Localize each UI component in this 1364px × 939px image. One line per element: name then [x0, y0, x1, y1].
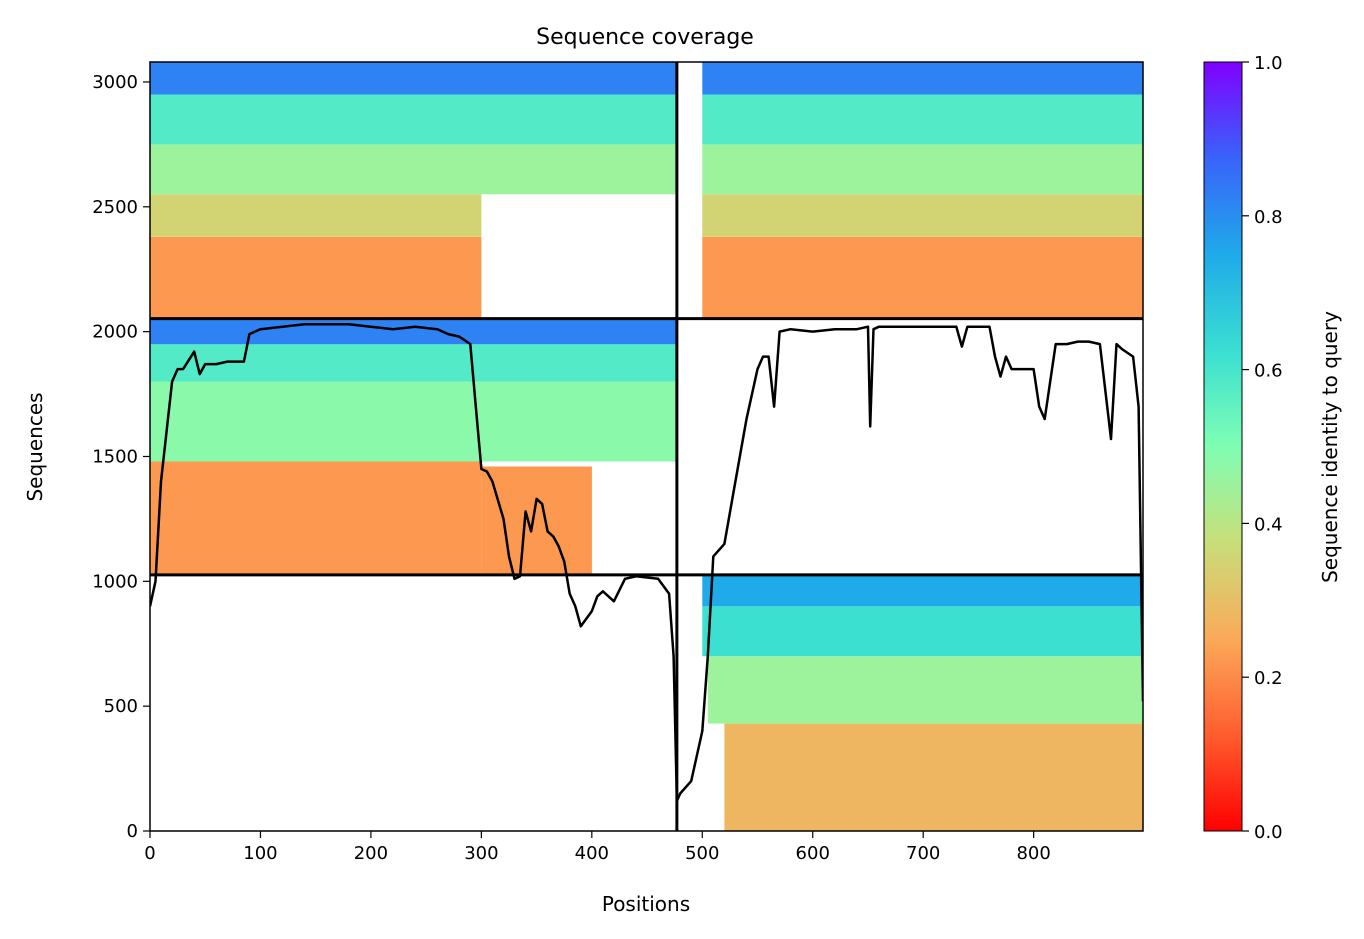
- coverage-line: [150, 322, 1143, 803]
- colorbar-tick-label: 0.2: [1254, 668, 1283, 689]
- coverage-band: [702, 94, 1143, 145]
- y-tick-label: 2000: [92, 322, 138, 343]
- coverage-band: [150, 381, 677, 462]
- block-separators: [150, 62, 1143, 831]
- coverage-band: [150, 236, 482, 319]
- x-tick-label: 300: [464, 843, 498, 864]
- coverage-line-layer: [150, 322, 1143, 803]
- plot-frame: [149, 61, 1144, 832]
- x-tick-label: 600: [796, 843, 830, 864]
- coverage-band: [150, 144, 677, 195]
- x-tick-label: 400: [575, 843, 609, 864]
- coverage-band: [702, 62, 1143, 95]
- coverage-band: [150, 318, 677, 345]
- x-tick-label: 500: [685, 843, 719, 864]
- x-tick-label: 200: [354, 843, 388, 864]
- colorbar: 0.0 0.2 0.4 0.6 0.8 1.0 Sequence identity to …: [1203, 53, 1342, 843]
- coverage-band: [724, 723, 1143, 831]
- colorbar-tick-label: 1.0: [1254, 53, 1283, 74]
- coverage-band: [702, 194, 1143, 237]
- y-tick-label: 500: [104, 696, 138, 717]
- colorbar-tick-label: 0.6: [1254, 361, 1283, 382]
- y-tick-label: 1000: [92, 571, 138, 592]
- coverage-heatmap: [150, 62, 1143, 831]
- coverage-band: [150, 94, 677, 145]
- block-top-right: [702, 62, 1143, 319]
- y-tick-label: 2500: [92, 197, 138, 218]
- plot-area: [149, 61, 1144, 832]
- y-axis: 0 500 1000 1500 2000 2500 3000: [92, 72, 150, 842]
- x-tick-label: 0: [144, 843, 155, 864]
- chart-title: Sequence coverage: [536, 25, 754, 50]
- x-axis: 0 100 200 300 400 500 600 700 800: [144, 831, 1051, 864]
- coverage-band: [702, 606, 1143, 657]
- block-bottom-right: [702, 574, 1143, 831]
- coverage-band: [481, 466, 592, 575]
- x-tick-label: 100: [243, 843, 277, 864]
- coverage-band: [702, 574, 1143, 607]
- y-tick-label: 0: [127, 821, 138, 842]
- coverage-band: [150, 194, 482, 237]
- x-tick-label: 800: [1016, 843, 1050, 864]
- y-tick-label: 1500: [92, 446, 138, 467]
- coverage-band: [702, 144, 1143, 195]
- block-top-left: [150, 62, 677, 319]
- coverage-band: [150, 461, 482, 575]
- coverage-band: [702, 236, 1143, 319]
- colorbar-label: Sequence identity to query: [1318, 311, 1342, 583]
- colorbar-tick-label: 0.8: [1254, 207, 1283, 228]
- y-tick-label: 3000: [92, 72, 138, 93]
- x-axis-label: Positions: [602, 892, 690, 916]
- x-tick-label: 700: [906, 843, 940, 864]
- colorbar-tick-label: 0.4: [1254, 514, 1283, 535]
- colorbar-tick-label: 0.0: [1254, 822, 1283, 843]
- colorbar-ticks: 0.0 0.2 0.4 0.6 0.8 1.0: [1242, 53, 1283, 843]
- coverage-band: [150, 62, 677, 95]
- coverage-band: [707, 656, 1143, 724]
- y-axis-label: Sequences: [23, 392, 47, 501]
- colorbar-gradient: [1203, 61, 1243, 832]
